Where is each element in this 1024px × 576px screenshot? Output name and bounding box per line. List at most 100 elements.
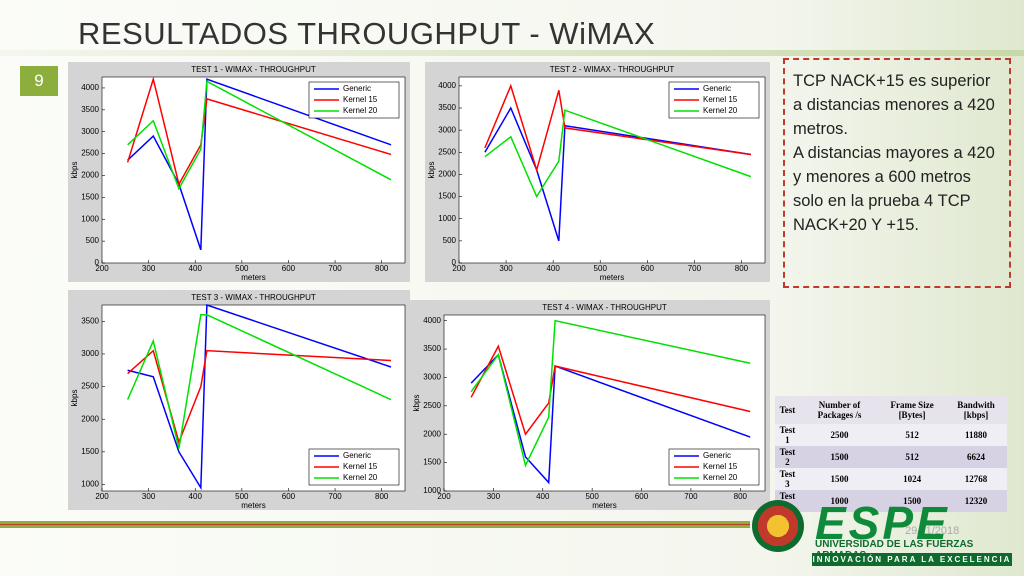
table-header: Test Number of Packages /s Frame Size [Byt…: [775, 396, 1007, 424]
table: Test Number of Packages /s Frame Size [Byt…: [775, 396, 1007, 512]
x-tick-label: 600: [635, 492, 649, 501]
y-tick-label: 2000: [423, 429, 441, 438]
table-cell: 6624: [944, 446, 1007, 468]
table-cell: 1024: [879, 468, 945, 490]
y-tick-label: 4000: [438, 81, 456, 90]
y-tick-label: 1000: [438, 214, 456, 223]
series-line: [470, 353, 751, 485]
x-axis-label: meters: [241, 501, 265, 510]
table-cell: 512: [879, 424, 945, 446]
y-tick-label: 3500: [81, 105, 99, 114]
legend-label: Kernel 15: [343, 95, 378, 104]
table-row: Test 41000150012320: [775, 490, 1007, 512]
legend-label: Generic: [703, 84, 731, 93]
table-row: Test 2 1500 512 6624: [775, 446, 1007, 468]
x-tick-label: 500: [594, 264, 608, 273]
series-line: [127, 349, 392, 445]
x-axis-label: meters: [592, 501, 616, 510]
x-tick-label: 700: [688, 264, 702, 273]
y-tick-label: 500: [86, 236, 100, 245]
table-cell: 1000: [799, 490, 880, 512]
legend-label: Kernel 15: [703, 462, 738, 471]
table-header-cell: Frame Size [Bytes]: [879, 396, 945, 424]
y-tick-label: 2500: [81, 149, 99, 158]
series-line: [484, 109, 752, 199]
y-tick-label: 3000: [81, 349, 99, 358]
table-cell: 1500: [879, 490, 945, 512]
table-body: Test 1 2500 512 11880 Test 2 1500 512 6624 Test …: [775, 424, 1007, 512]
y-tick-label: 3500: [438, 103, 456, 112]
x-tick-label: 600: [282, 264, 296, 273]
note-box: TCP NACK+15 es superior a distancias men…: [783, 58, 1011, 288]
table-header-cell: Bandwith [kbps]: [944, 396, 1007, 424]
y-tick-label: 2500: [81, 382, 99, 391]
series-line: [126, 314, 392, 449]
y-tick-label: 500: [443, 236, 457, 245]
y-tick-label: 1000: [81, 480, 99, 489]
legend-label: Kernel 20: [343, 106, 378, 115]
x-tick-label: 200: [452, 264, 466, 273]
table-cell: Test 3: [775, 468, 800, 490]
x-tick-label: 400: [546, 264, 560, 273]
series-line: [470, 344, 751, 436]
x-tick-label: 700: [328, 492, 342, 501]
y-tick-label: 4000: [423, 316, 441, 325]
y-tick-label: 3000: [423, 373, 441, 382]
x-tick-label: 500: [585, 492, 599, 501]
chart-title: TEST 3 - WIMAX - THROUGHPUT: [191, 293, 316, 302]
x-tick-label: 300: [142, 264, 156, 273]
table-cell: 12768: [944, 468, 1007, 490]
legend-label: Kernel 20: [703, 106, 738, 115]
legend-label: Generic: [703, 451, 731, 460]
x-tick-label: 200: [437, 492, 451, 501]
legend-label: Kernel 15: [343, 462, 378, 471]
series-line: [470, 319, 751, 468]
y-tick-label: 0: [95, 258, 100, 267]
y-tick-label: 1500: [423, 458, 441, 467]
table-cell: 1500: [799, 446, 880, 468]
table-cell: Test 1: [775, 424, 800, 446]
table-cell: 512: [879, 446, 945, 468]
chart-title: TEST 1 - WIMAX - THROUGHPUT: [191, 65, 316, 74]
x-tick-label: 300: [499, 264, 513, 273]
series-line: [127, 303, 392, 491]
y-tick-label: 2000: [81, 414, 99, 423]
slide-number: 9: [20, 66, 58, 96]
y-tick-label: 3000: [438, 125, 456, 134]
y-tick-label: 3000: [81, 127, 99, 136]
series-line: [127, 78, 392, 251]
y-axis-label: kbps: [70, 162, 79, 179]
y-tick-label: 1500: [81, 192, 99, 201]
emblem: [752, 500, 804, 552]
y-axis-label: kbps: [412, 395, 421, 412]
x-tick-label: 800: [735, 264, 749, 273]
table-row: Test 1 2500 512 11880: [775, 424, 1007, 446]
chart-title: TEST 4 - WIMAX - THROUGHPUT: [542, 303, 667, 312]
y-tick-label: 3500: [81, 316, 99, 325]
x-tick-label: 700: [684, 492, 698, 501]
legend-label: Generic: [343, 84, 371, 93]
x-tick-label: 500: [235, 264, 249, 273]
x-tick-label: 700: [328, 264, 342, 273]
motto: INNOVACIÓN PARA LA EXCELENCIA: [812, 553, 1012, 566]
legend-label: Kernel 20: [703, 473, 738, 482]
x-tick-label: 400: [189, 264, 203, 273]
table-cell: 12320: [944, 490, 1007, 512]
y-tick-label: 4000: [81, 83, 99, 92]
x-tick-label: 800: [375, 492, 389, 501]
logo-name: ESPE: [815, 497, 950, 549]
y-tick-label: 0: [452, 258, 457, 267]
y-tick-label: 3500: [423, 344, 441, 353]
x-tick-label: 800: [734, 492, 748, 501]
legend-label: Kernel 15: [703, 95, 738, 104]
slide-title: RESULTADOS THROUGHPUT - WiMAX: [78, 16, 656, 51]
x-axis-label: meters: [600, 273, 624, 282]
y-tick-label: 1500: [81, 447, 99, 456]
date: 29/11/2018: [905, 525, 960, 537]
series-line: [484, 106, 751, 242]
table-header-cell: Test: [775, 396, 800, 424]
x-tick-label: 300: [487, 492, 501, 501]
x-axis-label: meters: [241, 273, 265, 282]
